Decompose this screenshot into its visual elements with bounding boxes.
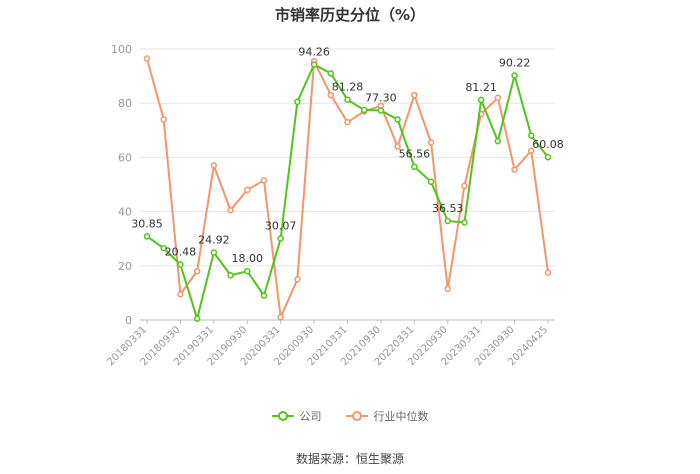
data-label: 94.26 xyxy=(298,46,330,59)
data-point-industry[interactable] xyxy=(427,139,435,146)
data-point-company[interactable] xyxy=(411,163,418,170)
data-point-company[interactable] xyxy=(294,98,301,106)
legend-industry-swatch xyxy=(345,411,368,421)
data-point-industry[interactable] xyxy=(227,206,234,214)
data-point-company[interactable] xyxy=(461,219,468,226)
y-tick-label: 60 xyxy=(118,151,132,164)
source-note: 数据来源：恒生聚源 xyxy=(295,452,404,466)
data-point-industry[interactable] xyxy=(210,162,218,169)
data-point-industry[interactable] xyxy=(160,116,167,123)
data-point-company[interactable] xyxy=(210,249,218,256)
data-label: 81.21 xyxy=(465,81,497,94)
data-point-industry[interactable] xyxy=(444,285,451,293)
data-point-industry[interactable] xyxy=(260,177,268,184)
chart-title: 市销率历史分位（%） xyxy=(274,6,426,24)
data-point-industry[interactable] xyxy=(511,166,518,173)
data-point-company[interactable] xyxy=(310,61,318,68)
series-layer xyxy=(143,55,552,323)
y-tick-label: 80 xyxy=(118,97,132,110)
data-point-company[interactable] xyxy=(177,261,184,268)
data-label: 81.28 xyxy=(332,81,364,94)
data-point-industry[interactable] xyxy=(461,182,468,190)
y-tick-label: 100 xyxy=(111,43,132,56)
data-label: 30.07 xyxy=(265,220,297,233)
data-point-industry[interactable] xyxy=(193,267,201,275)
data-label: 20.48 xyxy=(165,245,197,258)
data-point-industry[interactable] xyxy=(277,314,284,321)
data-point-company[interactable] xyxy=(227,272,234,279)
data-point-company[interactable] xyxy=(444,217,451,225)
legend-industry-label: 行业中位数 xyxy=(373,410,429,423)
data-point-industry[interactable] xyxy=(143,55,151,62)
data-point-industry[interactable] xyxy=(244,186,251,194)
data-label: 90.22 xyxy=(499,57,531,70)
data-point-company[interactable] xyxy=(244,267,251,275)
data-point-industry[interactable] xyxy=(294,276,301,283)
data-point-company[interactable] xyxy=(477,96,485,104)
legend-company-swatch xyxy=(271,411,294,421)
data-point-company[interactable] xyxy=(160,244,167,252)
data-point-industry[interactable] xyxy=(327,91,335,99)
data-point-industry[interactable] xyxy=(528,147,535,154)
legend-company-label: 公司 xyxy=(299,410,322,423)
data-point-company[interactable] xyxy=(193,315,201,322)
data-point-industry[interactable] xyxy=(344,118,351,126)
data-label: 60.08 xyxy=(532,138,564,151)
data-label: 56.56 xyxy=(399,148,431,161)
data-point-company[interactable] xyxy=(394,116,401,123)
data-label: 18.00 xyxy=(232,252,264,265)
data-point-company[interactable] xyxy=(494,137,502,145)
data-point-company[interactable] xyxy=(377,107,385,114)
y-tick-label: 20 xyxy=(118,260,132,273)
data-label: 36.53 xyxy=(432,202,464,215)
data-point-company[interactable] xyxy=(143,233,151,240)
data-point-industry[interactable] xyxy=(411,91,418,99)
data-point-company[interactable] xyxy=(528,132,535,139)
data-point-company[interactable] xyxy=(344,96,351,103)
y-tick-label: 40 xyxy=(118,206,132,219)
data-label: 77.30 xyxy=(365,92,397,105)
data-point-industry[interactable] xyxy=(544,269,552,276)
data-point-company[interactable] xyxy=(277,235,284,242)
legend-item-company[interactable]: 公司 xyxy=(271,408,322,424)
data-point-company[interactable] xyxy=(511,72,518,79)
legend: 公司 行业中位数 xyxy=(0,408,700,424)
data-point-company[interactable] xyxy=(544,153,552,161)
data-label: 24.92 xyxy=(198,233,230,246)
data-point-industry[interactable] xyxy=(494,94,502,102)
data-label: 30.85 xyxy=(131,217,163,230)
y-tick-label: 0 xyxy=(125,314,132,327)
data-point-industry[interactable] xyxy=(394,143,401,150)
data-point-industry[interactable] xyxy=(177,291,184,298)
data-point-company[interactable] xyxy=(327,70,335,77)
data-point-company[interactable] xyxy=(360,106,368,114)
data-point-company[interactable] xyxy=(427,178,435,186)
legend-item-industry[interactable]: 行业中位数 xyxy=(345,408,429,424)
data-point-company[interactable] xyxy=(260,292,268,299)
